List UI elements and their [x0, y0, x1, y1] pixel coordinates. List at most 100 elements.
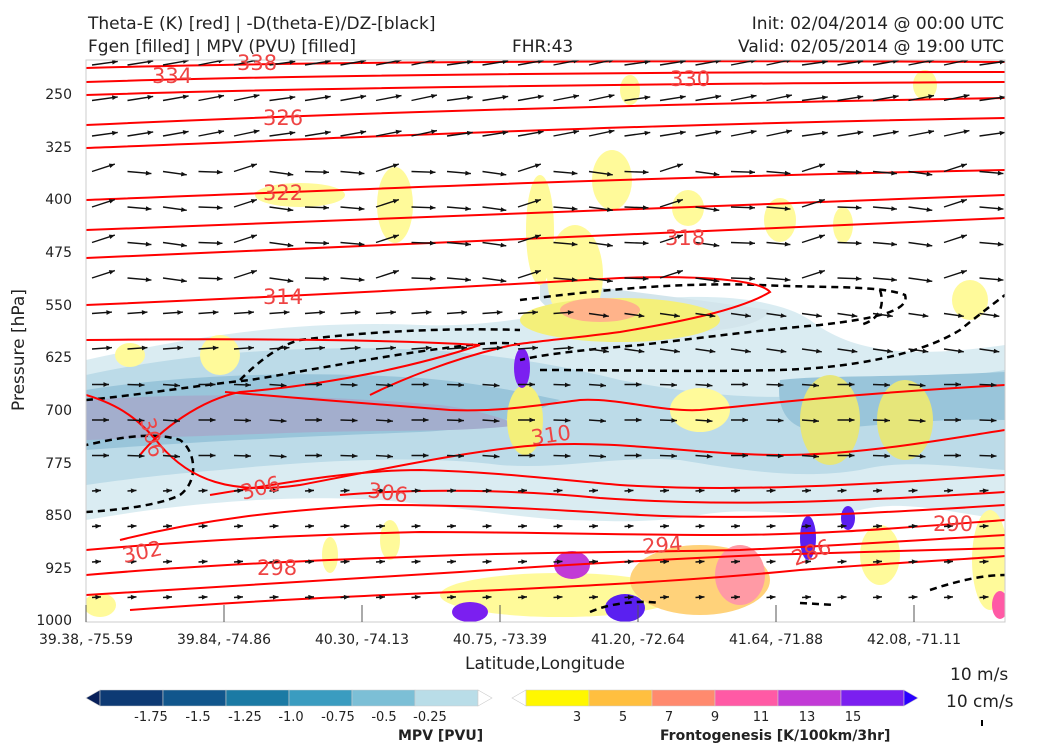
wind-vector-head	[922, 348, 929, 354]
wind-vector-head	[216, 240, 223, 246]
wind-vector-head	[283, 310, 290, 315]
wind-vector-head	[103, 417, 109, 423]
wind-vector-head	[323, 169, 329, 175]
wind-vector-head	[955, 453, 961, 458]
wind-vector-head	[784, 241, 791, 247]
wind-vector-head	[289, 95, 296, 100]
wind-vector-head	[982, 523, 989, 529]
wind-vector-head	[351, 382, 358, 388]
wind-vector-head	[627, 488, 634, 494]
wind-vector-head	[521, 559, 527, 565]
wind-vector-head	[138, 453, 145, 459]
wind-vector-head	[635, 382, 642, 387]
wind-vector-head	[963, 93, 970, 99]
wind-vector-head	[749, 276, 755, 281]
wind-vector-head	[742, 382, 748, 387]
wind-vector-head	[884, 418, 890, 423]
wind-vector-head	[323, 240, 329, 246]
wind-vector-head	[742, 453, 748, 458]
wind-vector-head	[564, 418, 571, 423]
wind-vector-head	[250, 270, 257, 275]
wind-vector-head	[360, 60, 367, 64]
wind-vector-head	[784, 170, 791, 176]
wind-vector-head	[592, 559, 598, 565]
wind-vector-head	[212, 310, 219, 315]
wind-vector-head	[821, 95, 828, 100]
mpv-cbar-label: -0.75	[321, 710, 355, 725]
wind-vector-head	[644, 95, 651, 100]
wind-vector-head	[627, 559, 634, 565]
wind-vector-head	[166, 523, 172, 529]
wind-vector-head	[145, 170, 152, 176]
wind-vector-head	[450, 594, 456, 600]
wind-vector-head	[103, 382, 109, 387]
wind-vector-head	[358, 277, 365, 282]
wind-vector-head	[573, 94, 580, 99]
x-tick-label: 42.08, -71.11	[866, 632, 962, 648]
wind-vector-head	[108, 163, 115, 169]
y-tick-label: 325	[45, 140, 72, 156]
wind-vector-head	[201, 559, 208, 565]
wind-vector-head	[280, 418, 287, 424]
wind-vector-head	[166, 594, 172, 600]
wind-vector-head	[461, 345, 467, 351]
wind-vector-head	[316, 453, 322, 458]
wind-vector-head	[911, 488, 918, 494]
wind-vector-head	[358, 206, 365, 211]
wind-vector-head	[571, 170, 578, 176]
mpv-cbar-label: -1.0	[278, 710, 304, 725]
wind-vector-head	[857, 130, 864, 136]
wind-vector-head	[212, 345, 219, 351]
wind-vector-head	[287, 242, 294, 248]
wind-vector-head	[715, 94, 722, 100]
wind-vector-head	[166, 559, 172, 565]
mpv-colorbar	[85, 689, 493, 707]
wind-vector-head	[201, 523, 208, 529]
wind-vector-head	[963, 129, 970, 135]
wind-vector-head	[111, 95, 118, 100]
wind-vector-head	[450, 559, 456, 565]
wind-vector-head	[343, 523, 350, 529]
wind-vector-head	[982, 594, 989, 600]
wind-vector-head	[245, 453, 251, 459]
wind-vector-head	[663, 559, 669, 565]
wind-vector-head	[715, 60, 722, 64]
wind-vector-head	[248, 345, 254, 351]
x-axis-label: Latitude,Longitude	[465, 654, 625, 674]
wind-vector-head	[851, 313, 858, 318]
wind-vector-head	[592, 488, 598, 494]
wind-vector-head	[237, 488, 243, 494]
wind-vector-head	[784, 206, 791, 211]
fgen-colorbar	[511, 689, 919, 707]
contour-label: 330	[670, 67, 710, 91]
wind-vector-head	[145, 241, 152, 247]
contour-label: 318	[665, 226, 705, 250]
wind-vector-head	[308, 523, 314, 529]
wind-vector-head	[283, 345, 290, 351]
wind-vector-head	[218, 94, 225, 99]
contour-label: 306	[366, 478, 409, 507]
wind-vector-head	[606, 207, 613, 212]
wind-vector-head	[324, 94, 331, 100]
wind-vector-head	[130, 559, 137, 565]
contour-label: 298	[257, 556, 297, 580]
wind-vector-head	[425, 345, 432, 351]
wind-vector-head	[960, 270, 967, 275]
x-tick-label: 39.84, -74.86	[176, 632, 272, 648]
wind-vector-head	[813, 453, 819, 459]
wind-vector-head	[500, 278, 507, 283]
wind-vector-head	[493, 418, 500, 424]
wind-vector-head	[769, 488, 776, 494]
wind-vector-head	[111, 60, 118, 65]
wind-vector-head	[218, 129, 225, 135]
wind-vector-head	[848, 382, 855, 387]
colorbar-segment	[225, 689, 290, 707]
init-time: Init: 02/04/2014 @ 00:00 UTC	[751, 14, 1004, 34]
contour-label: 294	[641, 532, 683, 559]
wind-vector-head	[608, 129, 615, 135]
wind-vector-head	[147, 60, 154, 65]
chart-title-line1: Theta-E (K) [red] | -D(theta-E)/DZ-[blac…	[88, 14, 436, 34]
wind-vector-head	[308, 594, 314, 600]
wind-vector-head	[461, 310, 467, 315]
wind-vector-head	[521, 488, 527, 494]
